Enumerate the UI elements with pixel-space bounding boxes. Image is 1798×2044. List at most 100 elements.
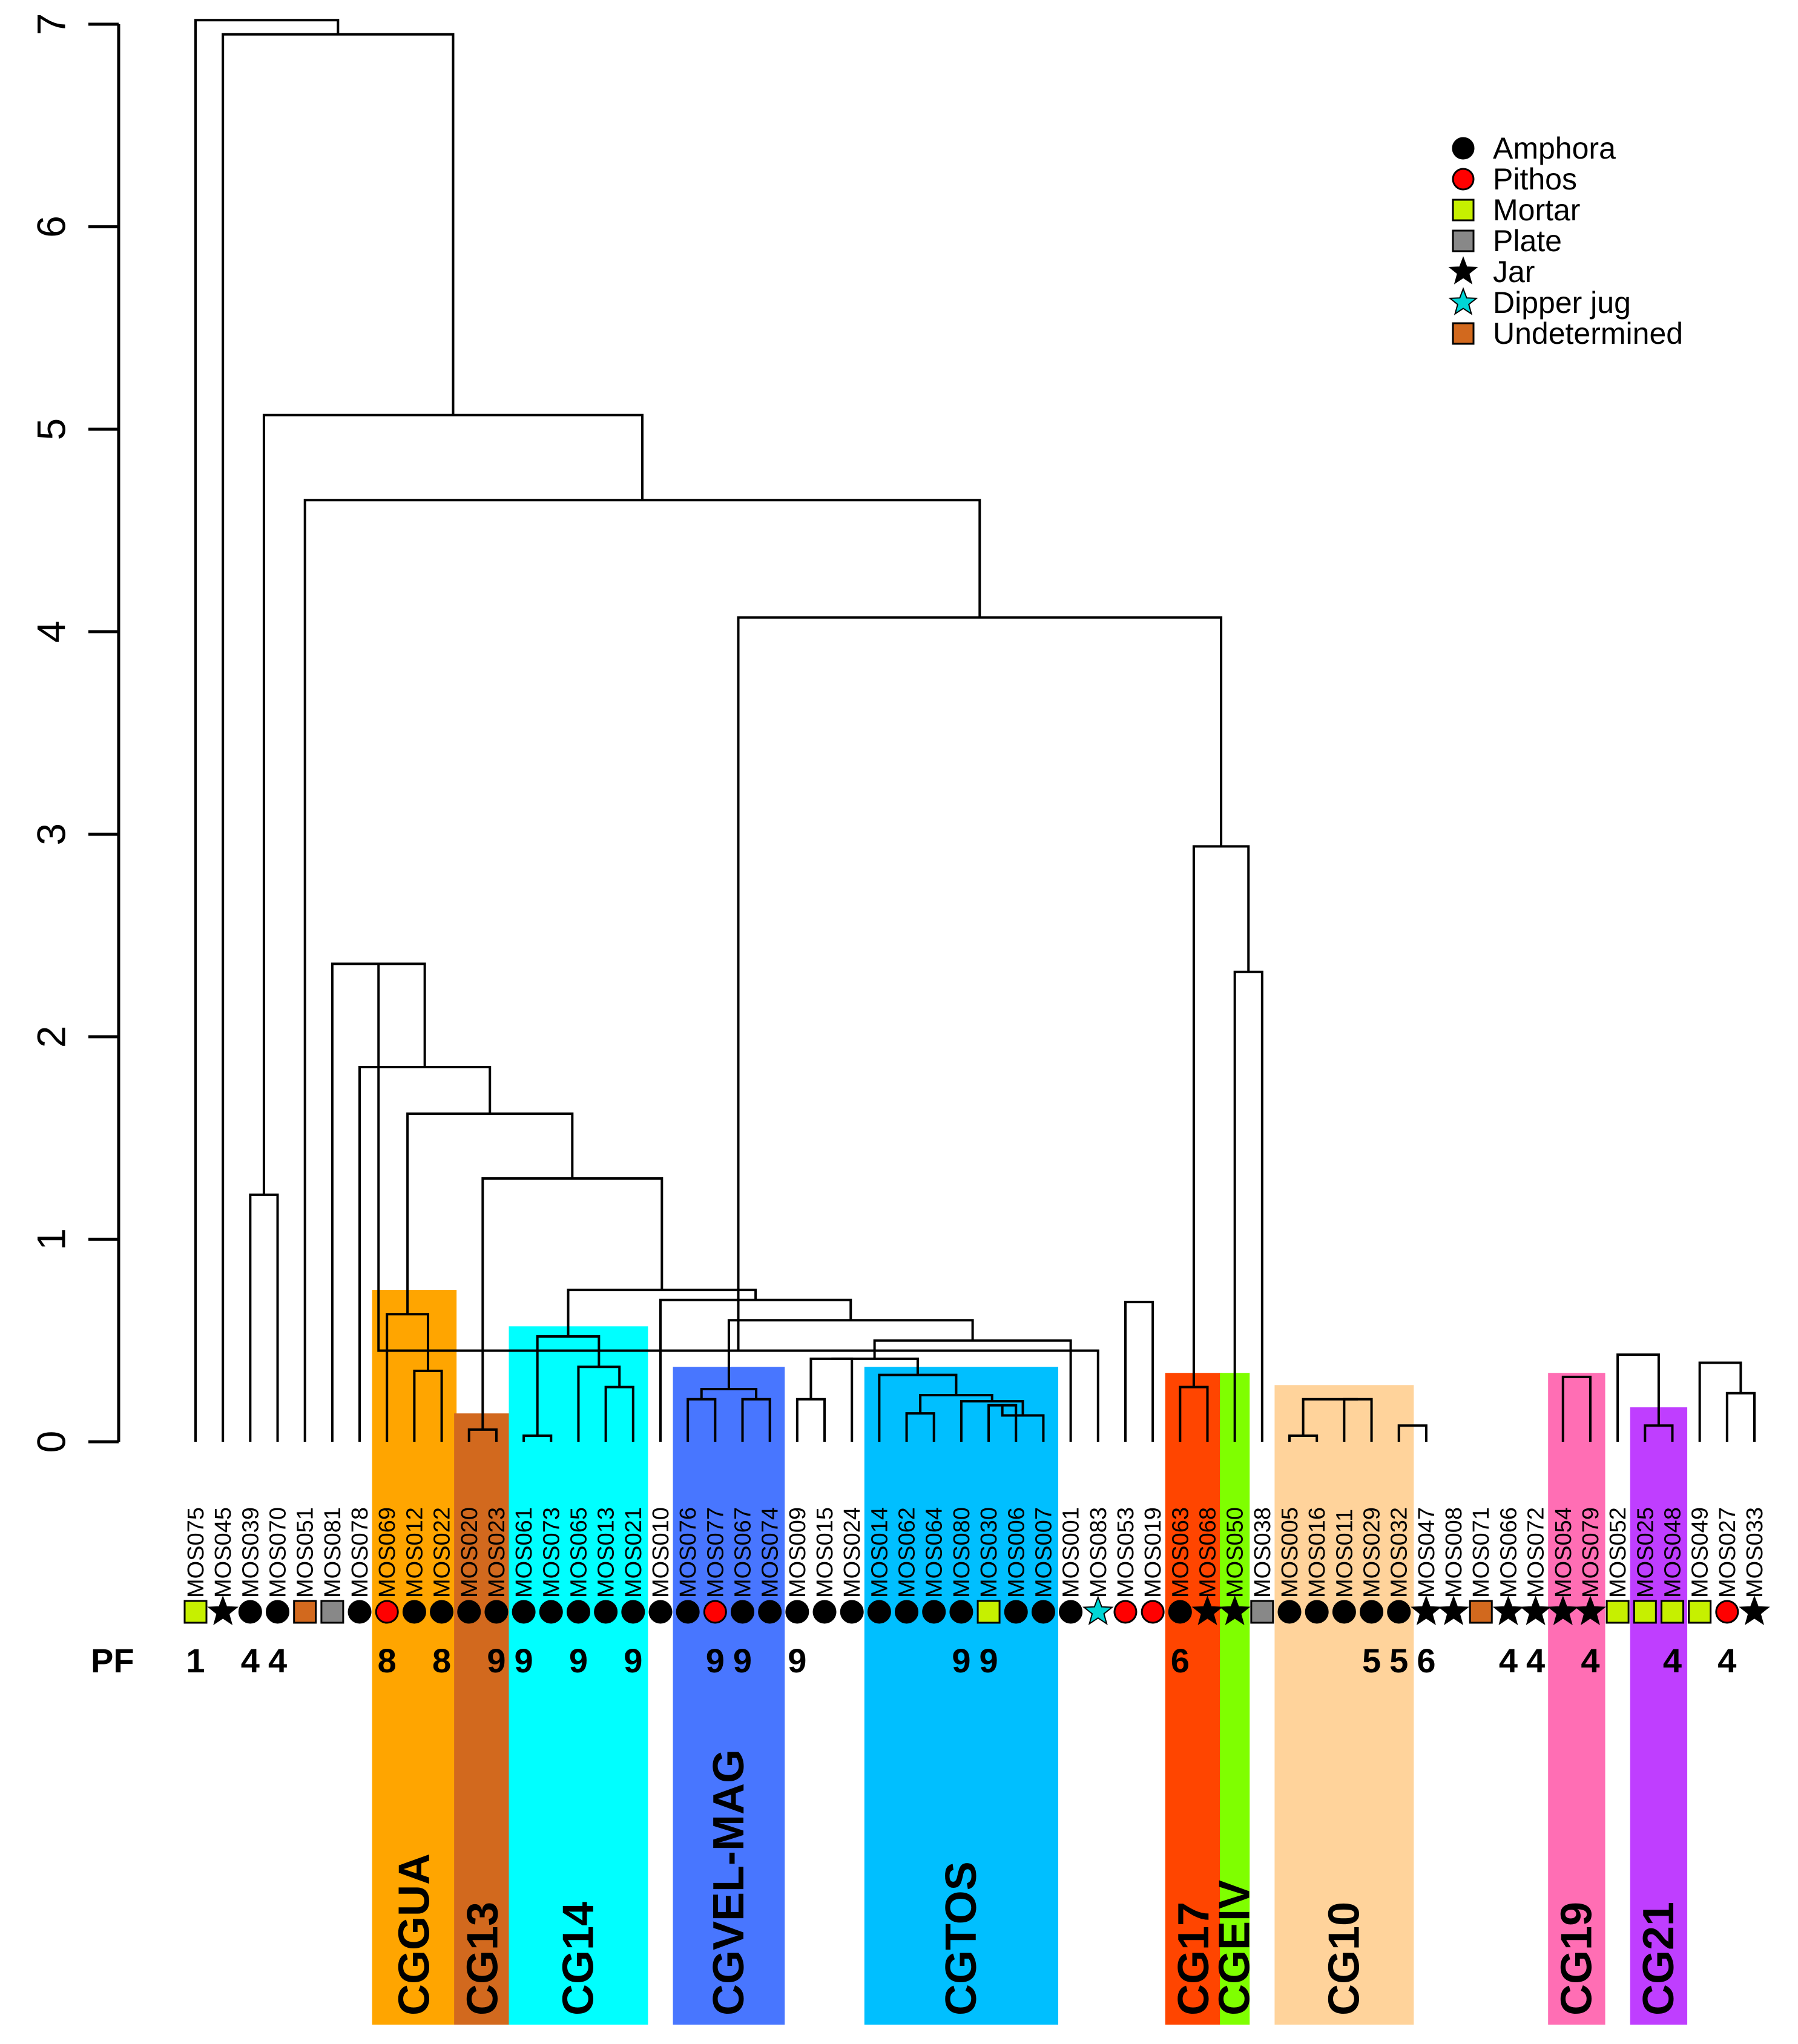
leaf-label: MOS029 [1360, 1507, 1385, 1598]
leaf-marker [430, 1600, 454, 1624]
leaf-label: MOS019 [1141, 1507, 1166, 1598]
merge-link [249, 1193, 279, 1442]
merge-link [1302, 1398, 1358, 1436]
leaf-marker [1688, 1600, 1712, 1624]
leaf-label: MOS001 [1059, 1507, 1084, 1598]
group-label: CGVEL-MAG [705, 1749, 753, 2016]
merge-link [194, 19, 340, 1442]
leaf-marker [1059, 1600, 1083, 1624]
leaf-marker [594, 1600, 618, 1624]
leaf-marker [676, 1600, 700, 1624]
leaf-label: MOS083 [1086, 1507, 1111, 1598]
legend-label: Mortar [1493, 193, 1580, 227]
leaf-label: MOS014 [867, 1507, 892, 1598]
leaf-marker [758, 1600, 782, 1624]
leaf-label: MOS067 [731, 1507, 756, 1598]
leaf-label: MOS062 [895, 1507, 920, 1598]
leaf-marker [1387, 1600, 1411, 1624]
leaf-label: MOS047 [1414, 1507, 1440, 1598]
leaf-label: MOS010 [648, 1507, 674, 1598]
leaf-marker [1168, 1600, 1192, 1624]
leaf-marker [922, 1600, 946, 1624]
pf-number: 8 [378, 1641, 397, 1680]
pf-number: 9 [515, 1641, 533, 1680]
group-label: CG21 [1635, 1902, 1683, 2016]
pf-number: 9 [733, 1641, 752, 1680]
dendrogram-tree [194, 19, 1756, 1442]
leaf-marker [1191, 1595, 1223, 1626]
legend-label: Plate [1493, 224, 1562, 258]
leaf-marker [812, 1600, 837, 1624]
leaf-marker [1438, 1595, 1469, 1626]
merge-link [960, 1400, 1024, 1442]
leaf-label: MOS024 [840, 1507, 865, 1598]
leaf-label: MOS052 [1605, 1507, 1631, 1598]
leaf-label: MOS013 [594, 1507, 619, 1598]
leaf-marker [1520, 1595, 1552, 1626]
leaf-label: MOS063 [1168, 1507, 1193, 1598]
leaf-marker [1305, 1600, 1329, 1624]
leaf-marker [512, 1600, 536, 1624]
leaf-label: MOS074 [758, 1507, 783, 1598]
leaf-marker [621, 1600, 645, 1624]
leaf-marker [1547, 1595, 1579, 1626]
legend-marker [1448, 256, 1478, 284]
leaf-label: MOS071 [1469, 1507, 1494, 1598]
group-rect [1548, 1373, 1605, 2025]
leaf-marker [484, 1600, 509, 1624]
leaf-marker [703, 1600, 727, 1624]
merge-link [1725, 1392, 1756, 1442]
leaf-marker [785, 1600, 809, 1624]
legend-label: Jar [1493, 255, 1535, 289]
group-label: CG10 [1320, 1902, 1368, 2016]
leaf-label: MOS049 [1688, 1507, 1713, 1598]
leaf-label: MOS081 [320, 1507, 346, 1598]
legend-label: Pithos [1493, 162, 1577, 196]
pf-number: 9 [624, 1641, 642, 1680]
leaf-label: MOS050 [1223, 1507, 1248, 1598]
group-rect [673, 1367, 785, 2025]
pf-number: 5 [1362, 1641, 1381, 1680]
group-label: CGTOS [937, 1861, 986, 2016]
leaf-label: MOS053 [1113, 1507, 1139, 1598]
leaf-label: MOS020 [457, 1507, 482, 1598]
merge-link [222, 33, 455, 1442]
pf-number: 6 [1171, 1641, 1190, 1680]
leaf-label: MOS048 [1660, 1507, 1685, 1598]
pf-number: 1 [186, 1641, 205, 1680]
leaf-marker [1332, 1600, 1356, 1624]
leaf-label: MOS015 [812, 1507, 838, 1598]
leaf-marker [1141, 1600, 1165, 1624]
legend-marker [1452, 168, 1475, 191]
leaf-label: MOS030 [976, 1507, 1002, 1598]
leaf-label: MOS054 [1551, 1507, 1576, 1598]
legend-marker [1448, 287, 1478, 315]
leaf-marker [457, 1600, 481, 1624]
leaf-label: MOS005 [1277, 1507, 1303, 1598]
leaf-marker [1575, 1595, 1606, 1626]
leaf-marker [1031, 1600, 1055, 1624]
leaf-marker [840, 1600, 864, 1624]
pf-number: 9 [952, 1641, 970, 1680]
leaf-label: MOS072 [1524, 1507, 1549, 1598]
leaf-label: MOS080 [949, 1507, 975, 1598]
leaf-marker [1739, 1595, 1770, 1626]
group-label: CG17 [1170, 1902, 1218, 2016]
y-tick-label: 0 [28, 1431, 73, 1453]
merge-link [1001, 1405, 1045, 1442]
leaf-label: MOS079 [1578, 1507, 1604, 1598]
legend-label: Amphora [1493, 131, 1616, 165]
group-rect [1165, 1373, 1223, 2025]
legend-marker [1452, 137, 1475, 160]
leaf-marker [1633, 1600, 1657, 1624]
leaf-marker [895, 1600, 919, 1624]
group-rect [1220, 1373, 1250, 2025]
leaf-marker [1492, 1595, 1524, 1626]
group-label: CGEIV [1211, 1880, 1259, 2016]
leaf-label: MOS073 [539, 1507, 564, 1598]
leaf-label: MOS076 [676, 1507, 701, 1598]
